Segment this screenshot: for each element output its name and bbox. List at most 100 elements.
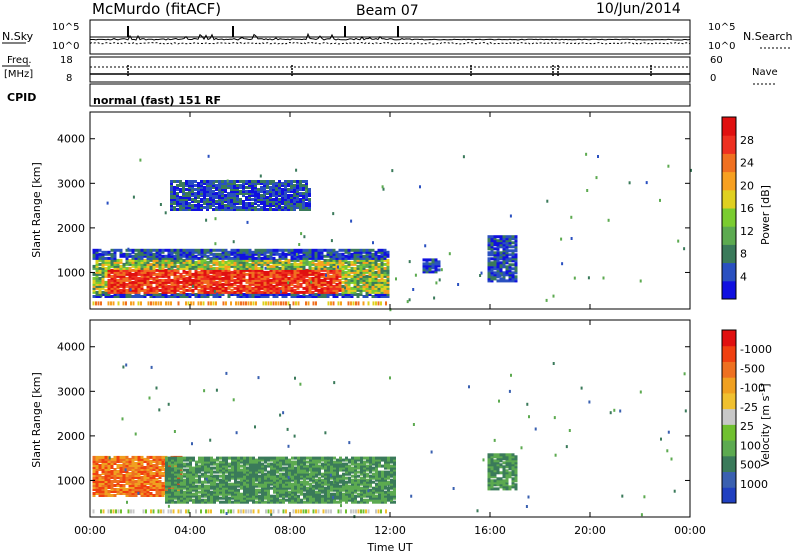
heatmap-cell [146,280,150,284]
heatmap-cell [143,457,147,461]
heatmap-cell [183,458,186,462]
heatmap-cell [296,204,299,207]
heatmap-cell [333,464,336,468]
heatmap-cell [206,264,210,268]
heatmap-cell [233,266,237,270]
heatmap-cell [146,288,150,292]
heatmap-cell [168,498,171,502]
heatmap-cell [149,476,153,479]
heatmap-cell [158,488,162,491]
heatmap-cell [146,455,150,459]
heatmap-cell [248,270,252,274]
heatmap-cell [104,482,108,485]
heatmap-cell [371,260,375,264]
heatmap-cell [293,290,297,294]
heatmap-cell [131,470,135,473]
heatmap-cell [204,466,207,470]
heatmap-cell [291,462,294,466]
heatmap-cell [158,248,162,252]
heatmap-cell [158,482,162,485]
heatmap-cell [125,262,129,266]
heatmap-cell [296,254,300,258]
heatmap-cell [221,248,225,252]
heatmap-cell [311,248,315,252]
heatmap-cell [299,184,302,187]
heatmap-cell [98,488,102,491]
heatmap-cell [227,204,230,207]
heatmap-cell [269,290,273,294]
heatmap-cell [110,295,114,298]
heatmap-cell [248,248,252,252]
heatmap-cell [149,494,153,497]
heatmap-cell [164,272,168,276]
heatmap-cell [309,456,312,460]
heatmap-cell [113,260,117,264]
heatmap-cell [237,498,240,502]
heatmap-cell [338,266,342,270]
heatmap-cell [275,186,278,189]
heatmap-cell [294,500,297,504]
heatmap-cell [251,290,255,294]
heatmap-cell [425,270,429,274]
heatmap-cell [225,466,228,470]
heatmap-cell [236,272,240,276]
heatmap-cell [191,194,194,197]
heatmap-cell [197,184,200,187]
heatmap-cell [295,252,298,256]
heatmap-cell [302,180,305,183]
heatmap-cell [320,286,324,290]
heatmap-cell [261,480,264,484]
heatmap-cell [356,270,360,274]
heatmap-cell [221,276,225,280]
heatmap-cell [246,500,249,504]
heatmap-cell [254,206,257,209]
heatmap-cell [185,270,189,274]
heatmap-cell [266,256,270,260]
heatmap-cell [146,466,150,469]
heatmap-cell [335,272,339,276]
heatmap-cell [104,290,108,294]
heatmap-cell [234,462,237,466]
heatmap-cell [318,470,321,474]
heatmap-cell [243,470,246,474]
heatmap-cell [174,456,177,460]
heatmap-cell [242,293,246,296]
heatmap-cell [332,254,336,258]
heatmap-cell [92,462,96,465]
heatmap-cell [508,263,512,267]
heatmap-cell [511,273,515,277]
heatmap-cell [272,274,276,278]
heatmap-cell [155,284,159,288]
heatmap-cell [214,242,217,246]
heatmap-cell [311,272,315,276]
colorbar-segment [722,262,736,282]
heatmap-cell [302,248,306,252]
heatmap-cell [179,254,183,258]
heatmap-cell [487,251,491,255]
heatmap-cell [290,282,294,286]
heatmap-cell [228,482,231,486]
heatmap-cell [221,252,225,256]
heatmap-cell [183,486,186,490]
heatmap-cell [131,482,135,485]
heatmap-cell [152,494,156,497]
heatmap-cell [212,181,215,185]
heatmap-cell [203,266,207,270]
heatmap-cell [179,286,183,290]
heatmap-cell [321,498,324,502]
heatmap-cell [312,472,315,476]
heatmap-cell [302,286,306,290]
heatmap-cell [246,480,249,484]
heatmap-cell [368,286,372,290]
heatmap-cell [308,268,312,272]
heatmap-cell [356,293,360,296]
heatmap-cell [203,295,207,298]
heatmap-cell [496,269,500,273]
heatmap-cell [130,301,132,306]
heatmap-cell [340,301,342,306]
heatmap-cell [264,458,267,462]
heatmap-cell [425,262,429,266]
heatmap-cell [288,484,291,488]
heatmap-cell [245,192,248,195]
heatmap-cell [131,457,135,461]
